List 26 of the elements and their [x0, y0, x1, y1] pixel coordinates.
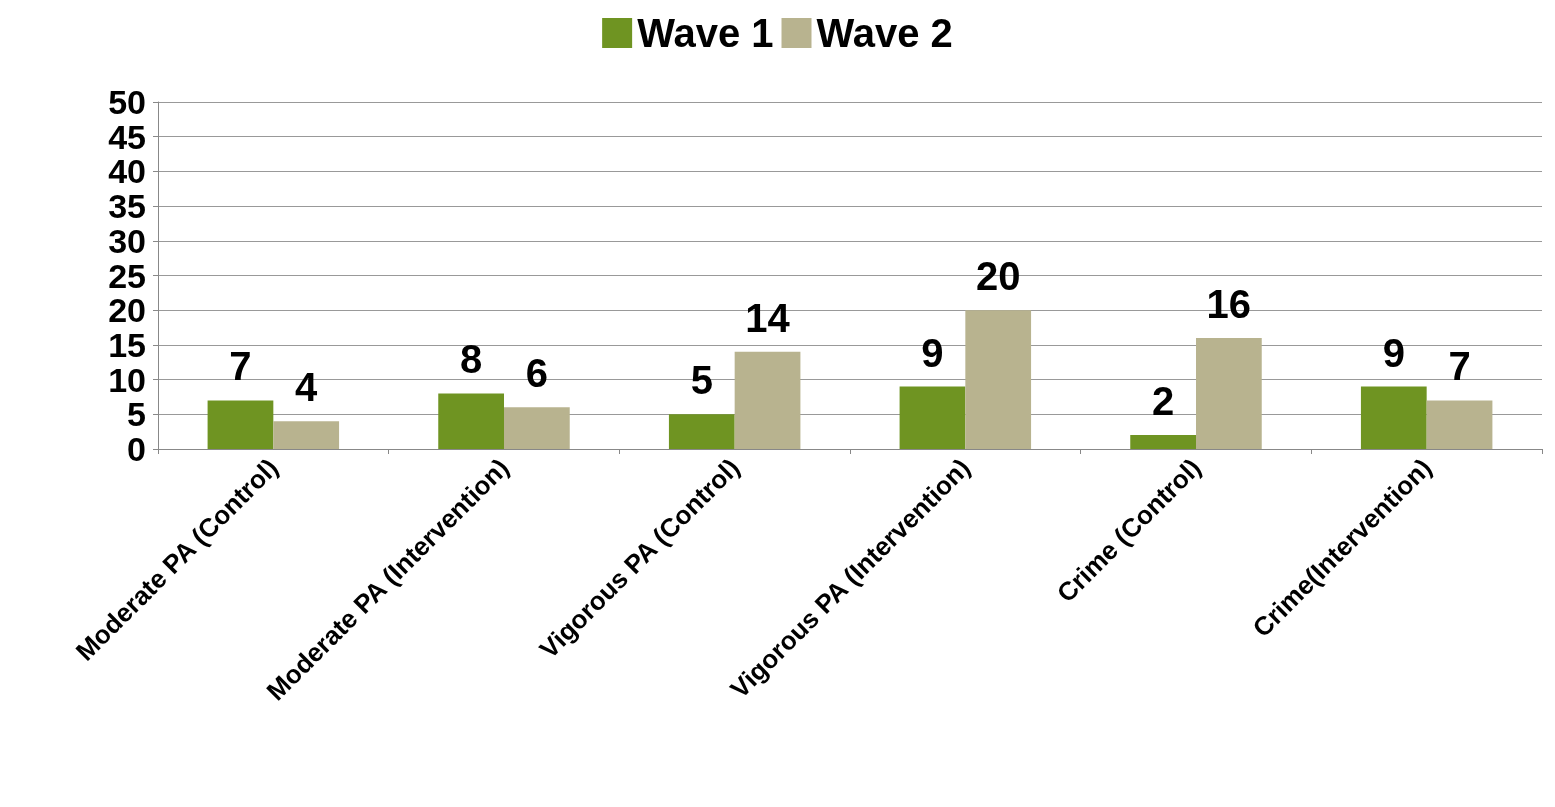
bar: [438, 393, 504, 449]
bar: [899, 386, 966, 449]
data-label: 5: [690, 358, 713, 403]
data-label: 4: [295, 365, 319, 410]
legend-label: Wave 1: [637, 11, 774, 55]
data-label: 7: [229, 344, 252, 389]
data-label: 14: [745, 295, 791, 340]
bar: [273, 421, 340, 449]
data-label: 8: [460, 337, 483, 382]
bar: [207, 400, 274, 449]
bar: [965, 310, 1032, 449]
data-label: 9: [1382, 330, 1405, 375]
bar: [1360, 386, 1427, 449]
legend-label: Wave 2: [816, 11, 953, 55]
data-label: 2: [1152, 379, 1175, 424]
data-label: 9: [921, 330, 944, 375]
bar: [504, 407, 570, 449]
bar: [734, 351, 801, 449]
data-label: 16: [1206, 281, 1252, 326]
bar: [1196, 337, 1262, 449]
bar: [1130, 435, 1196, 449]
bar: [1426, 400, 1493, 449]
data-label: 7: [1448, 344, 1471, 389]
data-label: 20: [975, 254, 1021, 299]
bar: [668, 414, 735, 449]
data-label: 6: [525, 351, 548, 396]
